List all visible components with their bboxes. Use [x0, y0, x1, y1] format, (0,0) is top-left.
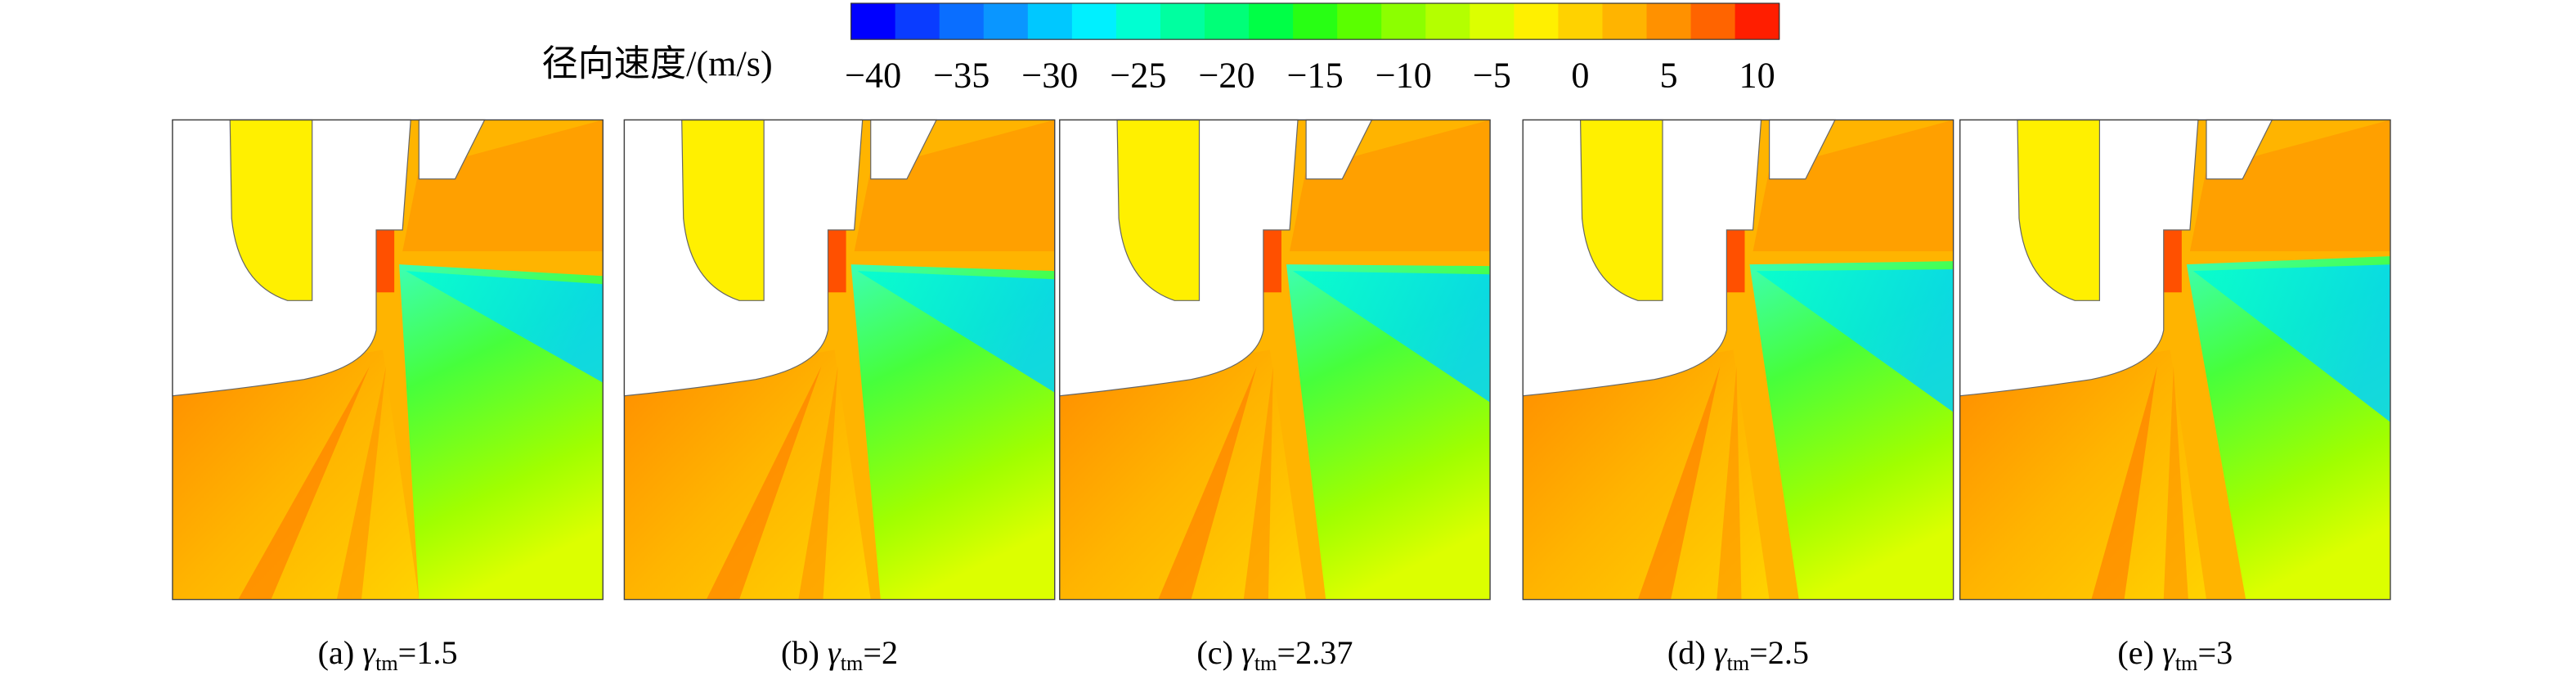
colorbar-tick-label: −25: [1110, 55, 1166, 95]
colorbar-segment: [1205, 3, 1250, 40]
colorbar: −40 −35 −30 −25 −20 −15 −10 −5 0 5 10: [845, 2, 1780, 95]
caption-symbol: γ: [2162, 634, 2176, 671]
panel-frame: [1522, 119, 1954, 601]
colorbar-segment: [939, 3, 985, 40]
panel-frame: [1059, 119, 1491, 601]
colorbar-label: 径向速度/(m/s): [541, 43, 772, 83]
streak: [706, 366, 822, 600]
colorbar-tick-label: −30: [1021, 55, 1078, 95]
colorbar-segment: [1558, 3, 1604, 40]
colorbar-segment: [1027, 3, 1073, 40]
upper-field: [402, 119, 604, 252]
blade: [1116, 119, 1200, 301]
colorbar-segment: [1514, 3, 1560, 40]
upper-field: [1752, 119, 1954, 252]
jet-core: [1293, 271, 1491, 403]
contour-panel: [1059, 119, 1491, 601]
streak: [1717, 366, 1742, 600]
contour-panel: [172, 119, 604, 601]
panel-frame: [1959, 119, 2391, 601]
caption-value: =2.5: [1749, 634, 1809, 671]
colorbar-tick-label: 0: [1571, 55, 1589, 95]
upper-field: [1290, 119, 1491, 252]
colorbar-frame: [850, 2, 1780, 40]
colorbar-segment: [895, 3, 940, 40]
panel-caption: (c) γtm=2.37: [1196, 634, 1353, 675]
colorbar-tick-label: −20: [1199, 55, 1255, 95]
panel-caption: (e) γtm=3: [2117, 634, 2233, 675]
colorbar-segment: [1160, 3, 1205, 40]
colorbar-segment: [1115, 3, 1161, 40]
blade: [681, 119, 765, 301]
streak: [1158, 366, 1257, 600]
colorbar-segment: [1646, 3, 1692, 40]
streak: [336, 366, 387, 600]
streak: [798, 366, 838, 600]
caption-label: (c): [1196, 634, 1233, 671]
streak: [1637, 366, 1721, 600]
caption-subscript: tm: [2175, 651, 2198, 675]
colorbar-tick-label: −35: [933, 55, 990, 95]
panel-frame: [623, 119, 1056, 601]
caption-label: (a): [318, 634, 355, 671]
caption-symbol: γ: [362, 634, 376, 671]
streak: [238, 366, 370, 600]
panel-caption: (b) γtm=2: [781, 634, 898, 675]
colorbar-segment: [1735, 3, 1780, 40]
caption-label: (e): [2117, 634, 2154, 671]
caption-subscript: tm: [1254, 651, 1277, 675]
colorbar-segment: [1071, 3, 1117, 40]
caption-value: =2: [863, 634, 898, 671]
contour-panel: [623, 119, 1056, 601]
colorbar-segment: [1293, 3, 1338, 40]
caption-value: =1.5: [398, 634, 458, 671]
panel-caption: (d) γtm=2.5: [1667, 634, 1809, 675]
colorbar-segment: [983, 3, 1029, 40]
jet-core: [406, 271, 604, 383]
colorbar-tick-label: −15: [1287, 55, 1344, 95]
jet-core: [1756, 269, 1954, 412]
streak: [2163, 366, 2188, 600]
colorbar-tick-label: −5: [1473, 55, 1511, 95]
colorbar-segment: [1425, 3, 1470, 40]
caption-symbol: γ: [828, 634, 841, 671]
colorbar-segment: [1470, 3, 1515, 40]
colorbar-segment: [1602, 3, 1648, 40]
lower-field: [1059, 349, 1307, 600]
caption-label: (d): [1667, 634, 1706, 671]
colorbar-segment: [1337, 3, 1382, 40]
colorbar-tick-label: 10: [1739, 55, 1775, 95]
colorbar-segment: [1249, 3, 1294, 40]
colorbar-segment: [850, 3, 896, 40]
upper-field: [854, 119, 1055, 252]
contour-panel: [1959, 119, 2391, 601]
blade: [1579, 119, 1663, 301]
colorbar-segment: [1381, 3, 1426, 40]
jet-core: [857, 271, 1055, 393]
colorbar-tick-label: −10: [1376, 55, 1432, 95]
streak: [2091, 366, 2157, 600]
upper-field: [2189, 119, 2390, 252]
caption-subscript: tm: [1727, 651, 1750, 675]
caption-symbol: γ: [1714, 634, 1728, 671]
blade: [229, 119, 313, 301]
caption-symbol: γ: [1241, 634, 1255, 671]
jet-core: [2192, 264, 2390, 422]
caption-subscript: tm: [375, 651, 398, 675]
panels: (a) γtm=1.5 (b) γtm=2 (c) γtm=2.37 (d) γtm=…: [172, 119, 2391, 675]
caption-label: (b): [781, 634, 819, 671]
caption-subscript: tm: [841, 651, 864, 675]
caption-value: =2.37: [1277, 634, 1353, 671]
panel-frame: [172, 119, 604, 601]
colorbar-tick-label: −40: [845, 55, 901, 95]
colorbar-tick-label: 5: [1660, 55, 1678, 95]
colorbar-segment: [1690, 3, 1736, 40]
contour-panel: [1522, 119, 1954, 601]
caption-value: =3: [2197, 634, 2233, 671]
blade: [2017, 119, 2101, 301]
panel-caption: (a) γtm=1.5: [318, 634, 458, 675]
streak: [1243, 366, 1273, 600]
